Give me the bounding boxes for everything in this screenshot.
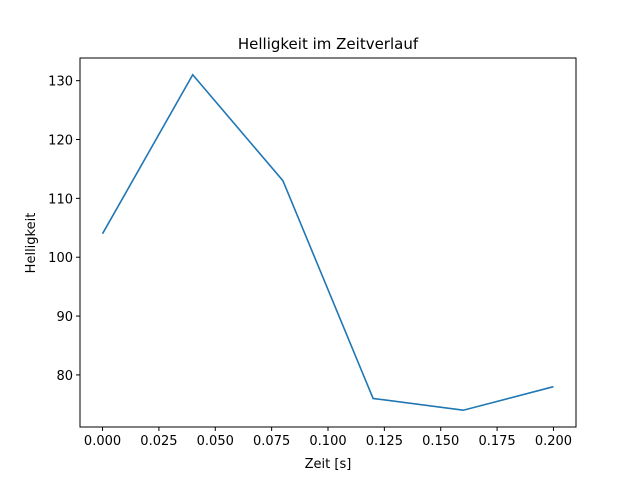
x-tick-label: 0.050 <box>197 434 234 449</box>
x-tick-label: 0.025 <box>140 434 177 449</box>
x-tick-label: 0.075 <box>253 434 290 449</box>
chart-title: Helligkeit im Zeitverlauf <box>238 35 419 53</box>
x-tick-label: 0.000 <box>84 434 121 449</box>
x-tick-label: 0.175 <box>478 434 515 449</box>
x-tick-label: 0.100 <box>309 434 346 449</box>
x-axis: 0.000 0.025 0.050 0.075 0.100 0.125 0.150 0.175… <box>84 427 572 449</box>
y-tick-label: 120 <box>48 134 73 149</box>
y-tick-label: 110 <box>48 192 73 207</box>
y-axis-label: Helligkeit <box>24 213 39 274</box>
axes-frame <box>79 57 577 428</box>
y-tick-label: 130 <box>48 75 73 90</box>
y-axis: 80 90 100 110 120 130 <box>48 75 80 384</box>
y-tick-label: 90 <box>56 310 73 325</box>
x-axis-label: Zeit [s] <box>305 457 352 472</box>
x-tick-label: 0.125 <box>366 434 403 449</box>
x-tick-label: 0.200 <box>535 434 572 449</box>
series-line-helligkeit <box>101 73 554 412</box>
y-tick-label: 100 <box>48 251 73 266</box>
x-tick-label: 0.150 <box>422 434 459 449</box>
y-tick-label: 80 <box>56 369 73 384</box>
